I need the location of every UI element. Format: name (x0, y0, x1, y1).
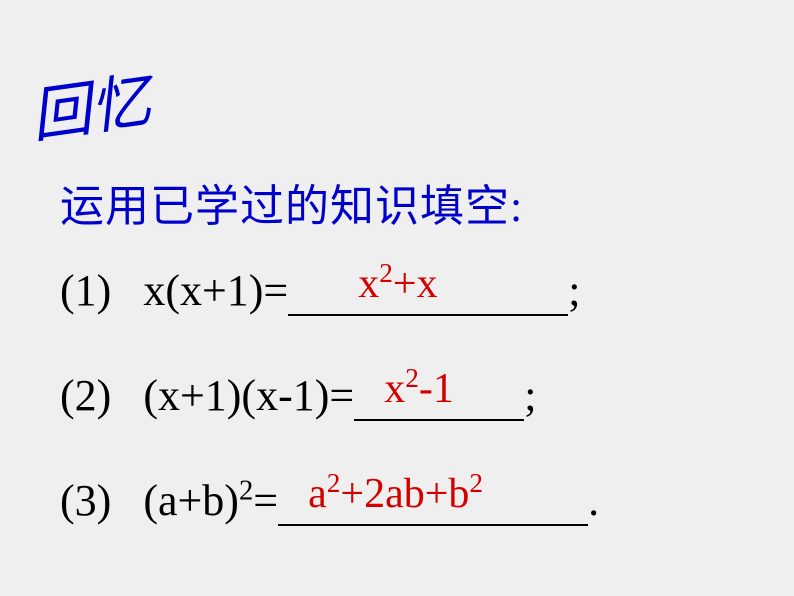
item-2-num: (2) (60, 371, 111, 420)
slide-title: 回忆 (25, 52, 156, 155)
item-1: (1) x(x+1)= x2+x ; (60, 265, 580, 316)
item-3-num: (3) (60, 476, 111, 525)
slide: 回忆 运用已学过的知识填空: (1) x(x+1)= x2+x ; (2) (x… (0, 0, 794, 596)
item-2-answer: x2-1 (384, 365, 454, 413)
item-2: (2) (x+1)(x-1)= x2-1 ; (60, 370, 536, 421)
item-3-lhs-a: (a+b) (143, 476, 239, 525)
prompt-text: 运用已学过的知识填空: (60, 170, 523, 234)
item-3-blank: a2+2ab+b2 (278, 478, 588, 526)
item-3-tail: . (588, 476, 599, 525)
item-3-lhs-b: = (253, 476, 278, 525)
item-1-answer: x2+x (358, 260, 437, 308)
item-1-tail: ; (568, 266, 580, 315)
item-3-lhs-sup: 2 (239, 475, 253, 506)
item-2-blank: x2-1 (354, 373, 524, 421)
item-3: (3) (a+b)2= a2+2ab+b2 . (60, 475, 599, 526)
item-1-num: (1) (60, 266, 111, 315)
item-3-answer: a2+2ab+b2 (308, 470, 483, 518)
item-1-blank: x2+x (288, 268, 568, 316)
item-1-lhs: x(x+1)= (143, 266, 288, 315)
item-2-lhs: (x+1)(x-1)= (143, 371, 354, 420)
item-2-tail: ; (524, 371, 536, 420)
